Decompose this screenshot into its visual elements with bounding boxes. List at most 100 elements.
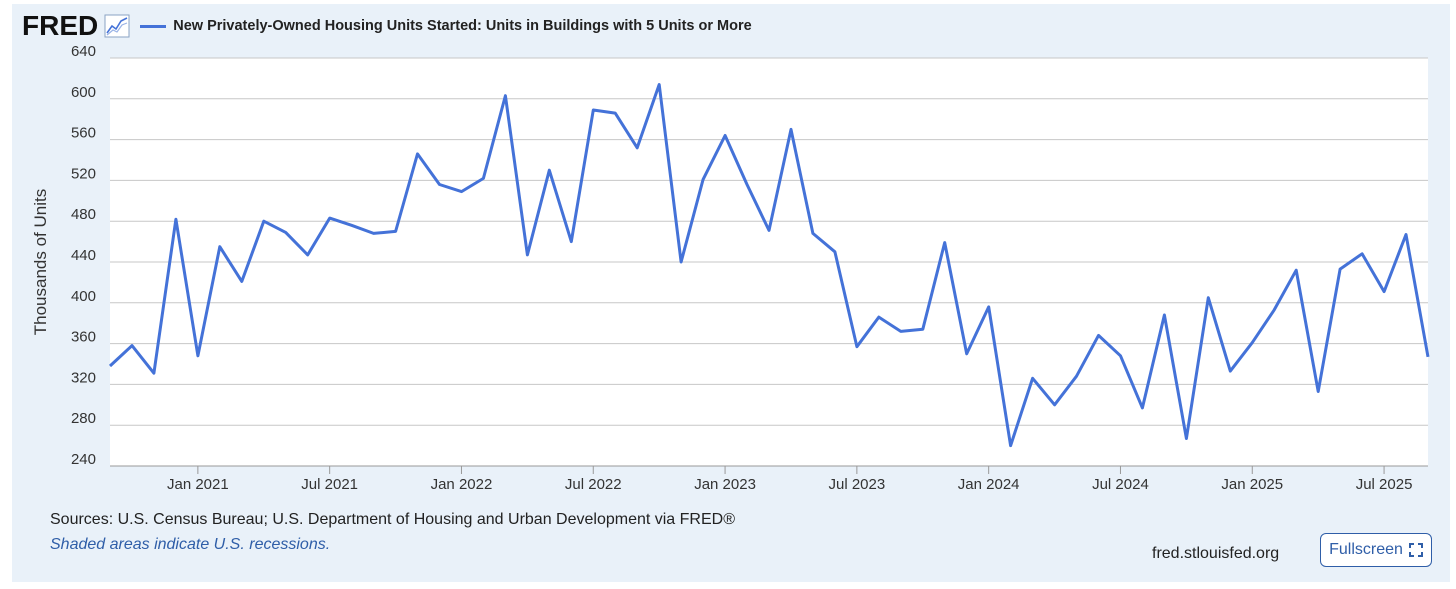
data-point[interactable] [435, 180, 445, 190]
data-point[interactable] [852, 342, 862, 352]
data-point[interactable] [566, 237, 576, 247]
data-point[interactable] [1313, 387, 1323, 397]
y-axis-title: Thousands of Units [31, 189, 50, 335]
x-tick-label: Jan 2025 [1221, 476, 1283, 493]
y-tick-label: 440 [71, 247, 96, 264]
series-layer[interactable] [105, 80, 1433, 451]
data-point[interactable] [698, 174, 708, 184]
data-point[interactable] [874, 312, 884, 322]
x-tick-label: Jan 2023 [694, 476, 756, 493]
data-point[interactable] [369, 228, 379, 238]
data-point[interactable] [127, 341, 137, 351]
data-point[interactable] [1116, 351, 1126, 361]
data-point[interactable] [1203, 293, 1213, 303]
y-tick-label: 640 [71, 43, 96, 60]
data-point[interactable] [1335, 264, 1345, 274]
x-tick-label: Jul 2024 [1092, 476, 1149, 493]
data-point[interactable] [544, 165, 554, 175]
y-tick-label: 480 [71, 206, 96, 223]
data-point[interactable] [764, 225, 774, 235]
data-point[interactable] [1401, 230, 1411, 240]
data-point[interactable] [1225, 366, 1235, 376]
data-point[interactable] [413, 149, 423, 159]
data-point[interactable] [676, 257, 686, 267]
fullscreen-label: Fullscreen [1329, 541, 1403, 558]
legend-swatch [140, 24, 167, 28]
data-point[interactable] [347, 220, 357, 230]
recession-note: Shaded areas indicate U.S. recessions. [50, 536, 331, 553]
data-point[interactable] [1159, 310, 1169, 320]
data-point[interactable] [478, 173, 488, 183]
data-point[interactable] [654, 80, 664, 90]
data-point[interactable] [808, 228, 818, 238]
data-point[interactable] [259, 216, 269, 226]
expand-icon [1408, 543, 1423, 557]
fred-logo[interactable]: FRED [22, 10, 99, 41]
y-axis: 240 280 320 360 400 440 480 520 560 600 640 [71, 43, 96, 468]
x-tick-label: Jul 2023 [829, 476, 886, 493]
y-tick-label: 400 [71, 288, 96, 305]
data-point[interactable] [1050, 400, 1060, 410]
y-tick-label: 240 [71, 451, 96, 468]
data-point[interactable] [325, 213, 335, 223]
y-tick-label: 600 [71, 84, 96, 101]
fullscreen-button[interactable]: Fullscreen [1320, 533, 1432, 567]
data-point[interactable] [720, 131, 730, 141]
data-point[interactable] [830, 247, 840, 257]
y-tick-label: 320 [71, 369, 96, 386]
data-point[interactable] [171, 214, 181, 224]
data-point[interactable] [1137, 403, 1147, 413]
data-point[interactable] [1269, 305, 1279, 315]
data-point[interactable] [742, 180, 752, 190]
grid-lines [110, 57, 1428, 467]
legend-label: New Privately-Owned Housing Units Starte… [173, 18, 752, 34]
data-point[interactable] [1072, 371, 1082, 381]
data-point[interactable] [984, 302, 994, 312]
y-tick-label: 280 [71, 410, 96, 427]
data-point[interactable] [1423, 352, 1433, 362]
data-point[interactable] [896, 326, 906, 336]
data-point[interactable] [522, 250, 532, 260]
series-line[interactable] [108, 83, 1430, 448]
y-tick-label: 560 [71, 125, 96, 142]
x-tick-label: Jan 2022 [431, 476, 493, 493]
data-point[interactable] [500, 91, 510, 101]
x-tick-label: Jul 2025 [1356, 476, 1413, 493]
data-point[interactable] [303, 250, 313, 260]
x-tick-label: Jan 2021 [167, 476, 229, 493]
data-point[interactable] [237, 276, 247, 286]
data-point[interactable] [1006, 441, 1016, 451]
data-point[interactable] [786, 124, 796, 134]
data-point[interactable] [918, 324, 928, 334]
data-point[interactable] [1181, 434, 1191, 444]
legend[interactable]: New Privately-Owned Housing Units Starte… [140, 18, 752, 34]
y-tick-label: 520 [71, 165, 96, 182]
data-point[interactable] [1291, 265, 1301, 275]
data-point[interactable] [149, 368, 159, 378]
y-tick-label: 360 [71, 329, 96, 346]
x-tick-label: Jan 2024 [958, 476, 1020, 493]
site-link[interactable]: fred.stlouisfed.org [1152, 545, 1280, 562]
data-point[interactable] [940, 238, 950, 248]
data-point[interactable] [1028, 373, 1038, 383]
data-point[interactable] [281, 227, 291, 237]
data-point[interactable] [632, 143, 642, 153]
data-point[interactable] [215, 242, 225, 252]
chart-header: FRED New Privately-Owned Housing Units S… [22, 10, 752, 42]
data-point[interactable] [1379, 287, 1389, 297]
data-point[interactable] [1094, 330, 1104, 340]
data-point[interactable] [105, 361, 115, 371]
data-point[interactable] [193, 351, 203, 361]
x-tick-label: Jul 2021 [301, 476, 358, 493]
data-point[interactable] [1357, 249, 1367, 259]
data-point[interactable] [962, 349, 972, 359]
data-point[interactable] [1247, 338, 1257, 348]
data-point[interactable] [588, 105, 598, 115]
data-point[interactable] [391, 226, 401, 236]
sources-text: Sources: U.S. Census Bureau; U.S. Depart… [50, 511, 735, 528]
data-point[interactable] [610, 108, 620, 118]
line-chart-icon [104, 14, 130, 38]
data-point[interactable] [457, 187, 467, 197]
x-tick-label: Jul 2022 [565, 476, 622, 493]
